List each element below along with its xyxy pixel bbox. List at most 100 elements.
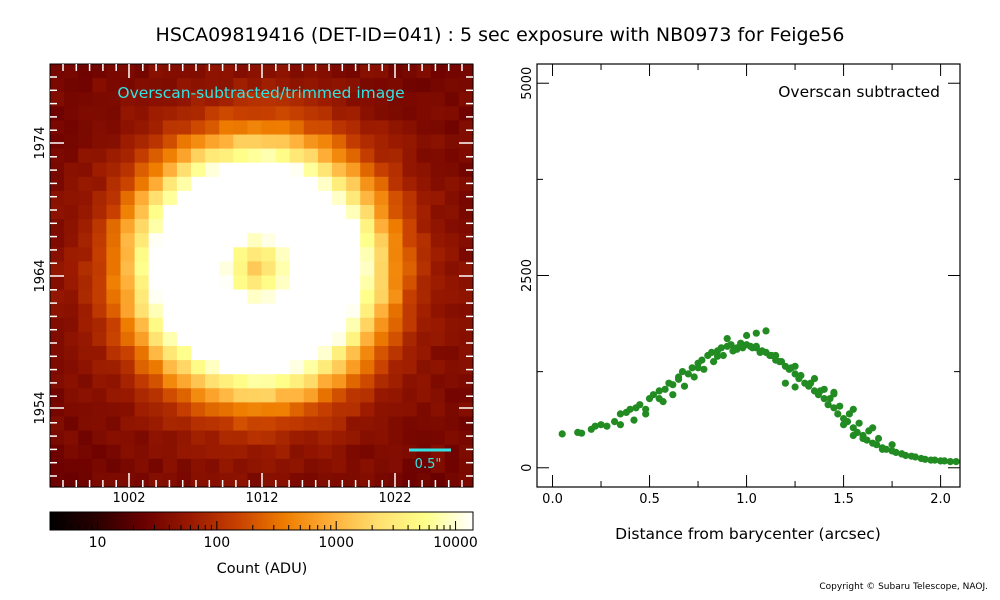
heatmap-cell bbox=[134, 458, 150, 474]
heatmap-cell bbox=[148, 416, 164, 432]
heatmap-cell bbox=[191, 78, 206, 93]
heatmap-cell bbox=[106, 247, 122, 262]
heatmap-cell bbox=[275, 134, 291, 150]
heatmap-cell bbox=[374, 78, 389, 93]
heatmap-cell bbox=[303, 346, 319, 361]
heatmap-cell bbox=[402, 416, 418, 432]
scatter-point bbox=[591, 422, 599, 430]
heatmap-cell bbox=[261, 205, 277, 220]
heatmap-cell bbox=[303, 134, 319, 150]
heatmap-cell bbox=[317, 416, 333, 432]
heatmap-cell bbox=[317, 444, 333, 460]
scatter-point bbox=[791, 362, 799, 370]
heatmap-cell bbox=[205, 275, 220, 291]
heatmap-cell bbox=[176, 388, 192, 403]
heatmap-cell bbox=[444, 148, 460, 164]
heatmap-cell bbox=[444, 275, 460, 291]
heatmap-cell bbox=[289, 430, 305, 446]
heatmap-cell bbox=[176, 331, 192, 347]
heatmap-cell bbox=[261, 120, 277, 136]
heatmap-cell bbox=[205, 261, 220, 277]
heatmap-cell bbox=[360, 176, 375, 192]
heatmap-cell bbox=[402, 402, 418, 418]
heatmap-cell bbox=[360, 472, 375, 488]
heatmap-cell bbox=[205, 190, 220, 206]
heatmap-cell bbox=[134, 275, 150, 291]
heatmap-cell bbox=[289, 64, 305, 79]
heatmap-cell bbox=[247, 134, 263, 150]
heatmap-cell bbox=[205, 444, 220, 460]
heatmap-cell bbox=[233, 106, 248, 121]
heatmap-cell bbox=[191, 134, 206, 150]
heatmap-cell bbox=[50, 289, 65, 305]
heatmap-cell bbox=[275, 303, 291, 319]
heatmap-cell bbox=[332, 444, 347, 460]
scatter-point bbox=[649, 391, 658, 399]
heatmap-cell bbox=[134, 346, 150, 361]
heatmap-cell bbox=[106, 331, 122, 347]
heatmap-cell bbox=[416, 106, 432, 121]
heatmap-cell bbox=[416, 402, 432, 418]
heatmap-cell bbox=[289, 317, 305, 333]
heatmap-cell bbox=[148, 346, 164, 361]
heatmap-cell bbox=[402, 106, 418, 121]
heatmap-cell bbox=[416, 303, 432, 319]
heatmap-cell bbox=[303, 416, 319, 432]
heatmap-cell bbox=[106, 289, 122, 305]
heatmap-cell bbox=[148, 317, 164, 333]
heatmap-cell bbox=[233, 289, 248, 305]
heatmap-cell bbox=[388, 374, 404, 389]
scatter-point bbox=[855, 419, 863, 427]
scatter-point bbox=[952, 458, 960, 466]
heatmap-cell bbox=[219, 402, 234, 418]
heatmap-cell bbox=[332, 162, 347, 178]
heatmap-cell bbox=[430, 205, 446, 220]
heatmap-cell bbox=[64, 458, 79, 474]
heatmap-cell bbox=[106, 190, 122, 206]
heatmap-cell bbox=[317, 458, 333, 474]
heatmap-cell bbox=[205, 472, 220, 488]
heatmap-cell bbox=[332, 261, 347, 277]
heatmap-cell bbox=[261, 190, 277, 206]
heatmap-cell bbox=[360, 317, 375, 333]
heatmap-cell bbox=[430, 472, 446, 488]
heatmap-cell bbox=[458, 303, 474, 319]
heatmap-cell bbox=[205, 289, 220, 305]
heatmap-cell bbox=[233, 331, 248, 347]
heatmap-cell bbox=[148, 360, 164, 375]
heatmap-cell bbox=[303, 148, 319, 164]
heatmap-cell bbox=[162, 92, 178, 107]
heatmap-cell bbox=[346, 148, 361, 164]
heatmap-cell bbox=[233, 134, 248, 150]
heatmap-cell bbox=[176, 360, 192, 375]
heatmap-cell bbox=[261, 303, 277, 319]
heatmap-cell bbox=[303, 190, 319, 206]
heatmap-cell bbox=[303, 275, 319, 291]
heatmap-cell bbox=[134, 148, 150, 164]
scatter-point bbox=[836, 402, 844, 410]
heatmap-cell bbox=[106, 416, 122, 432]
heatmap-cell bbox=[247, 444, 263, 460]
heatmap-cell bbox=[247, 261, 263, 277]
heatmap-cell bbox=[148, 289, 164, 305]
heatmap-cell bbox=[303, 64, 319, 79]
heatmap-cell bbox=[444, 289, 460, 305]
scatter-point bbox=[869, 424, 877, 432]
heatmap-cell bbox=[416, 190, 432, 206]
heatmap-cell bbox=[106, 162, 122, 178]
heatmap-cell bbox=[191, 162, 206, 178]
heatmap-cell bbox=[233, 458, 248, 474]
heatmap-cell bbox=[332, 388, 347, 403]
heatmap-cell bbox=[64, 289, 79, 305]
heatmap-cell bbox=[148, 331, 164, 347]
heatmap-cell bbox=[106, 346, 122, 361]
heatmap-cell bbox=[317, 247, 333, 262]
heatmap-cell bbox=[233, 444, 248, 460]
heatmap-cell bbox=[134, 120, 150, 136]
heatmap-cell bbox=[289, 176, 305, 192]
heatmap-cell bbox=[134, 360, 150, 375]
heatmap-cell bbox=[402, 430, 418, 446]
heatmap-cell bbox=[261, 78, 277, 93]
heatmap-cell bbox=[416, 317, 432, 333]
heatmap-cell bbox=[176, 289, 192, 305]
